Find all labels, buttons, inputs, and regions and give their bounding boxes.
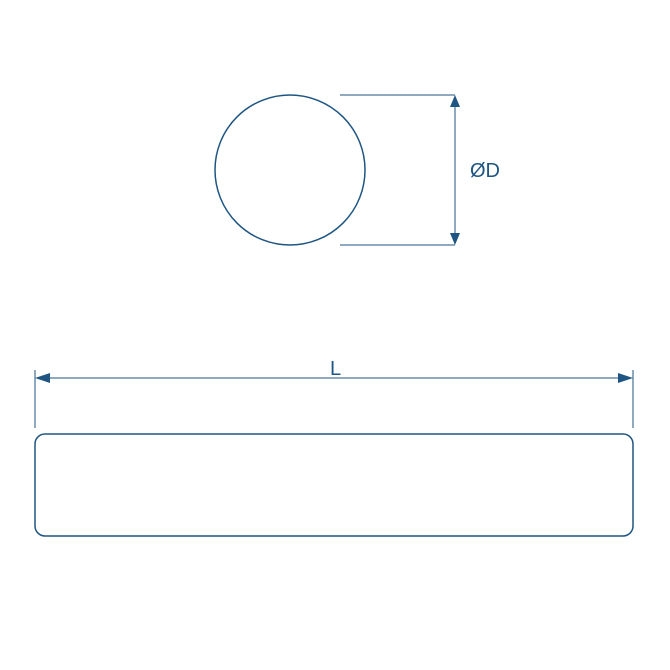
cross-section-circle (215, 95, 365, 245)
side-view-rect (35, 434, 633, 536)
length-label: L (330, 358, 341, 381)
dim-d-arrow-bottom (450, 233, 460, 245)
dim-l-arrow-left (35, 373, 50, 383)
dim-d-arrow-top (450, 95, 460, 107)
dim-l-arrow-right (618, 373, 633, 383)
diagram-svg (0, 0, 670, 670)
diameter-label: ØD (470, 160, 500, 183)
engineering-diagram: ØD L (0, 0, 670, 670)
